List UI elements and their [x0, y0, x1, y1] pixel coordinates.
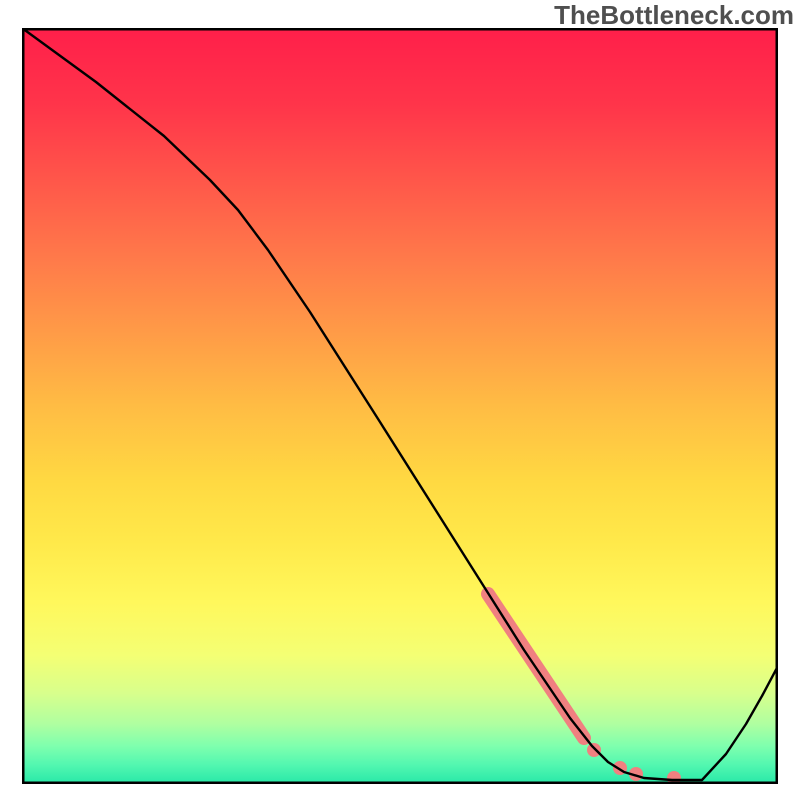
bottleneck-chart [22, 28, 778, 784]
watermark-label: TheBottleneck.com [554, 0, 794, 31]
gradient-background [22, 28, 778, 784]
chart-svg [22, 28, 778, 784]
